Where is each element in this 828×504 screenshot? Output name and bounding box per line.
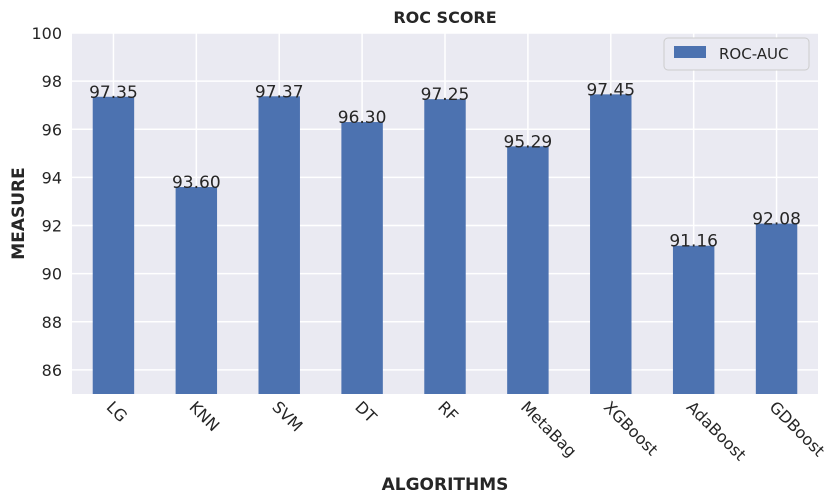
x-axis-title: ALGORITHMS: [382, 475, 509, 495]
x-tick-label-rf: RF: [434, 397, 462, 425]
y-tick-label: 100: [31, 24, 62, 43]
x-axis-ticks: LG KNN SVM DT RF MetaBag XGBoost AdaBoost GDBoos…: [103, 397, 828, 464]
bar-rf: [424, 99, 466, 394]
y-tick-label: 98: [42, 72, 62, 91]
data-label-rf: 97.25: [421, 85, 470, 105]
data-label-lg: 97.35: [89, 83, 138, 103]
data-label-dt: 96.30: [338, 108, 387, 128]
bar-lg: [92, 96, 135, 394]
x-tick-label-knn: KNN: [186, 397, 224, 435]
y-tick-label: 86: [42, 361, 62, 380]
y-axis-title: MEASURE: [9, 167, 29, 259]
y-tick-label: 94: [42, 168, 62, 187]
chart-title: ROC SCORE: [393, 8, 496, 27]
data-label-svm: 97.37: [255, 82, 304, 102]
data-labels: 97.35 93.60 97.37 96.30 97.25 95.29 97.45 91.16…: [89, 80, 801, 251]
data-label-xgboost: 97.45: [586, 80, 635, 100]
bar-svm: [258, 96, 300, 394]
data-label-adaboost: 91.16: [669, 232, 718, 252]
y-tick-label: 96: [42, 120, 62, 139]
x-tick-label-adaboost: AdaBoost: [683, 397, 750, 464]
x-tick-label-metabag: MetaBag: [517, 397, 580, 460]
bar-gdboost: [755, 223, 798, 394]
y-axis-ticks: 86 88 90 92 94 96 98 100: [31, 24, 62, 380]
x-tick-label-gdboost: GDBoost: [766, 397, 828, 460]
legend-entry-roc-auc: ROC-AUC: [719, 45, 789, 63]
y-tick-label: 90: [42, 265, 62, 284]
x-tick-label-svm: SVM: [268, 397, 306, 435]
y-tick-label: 88: [42, 313, 62, 332]
bar-xgboost: [590, 94, 632, 395]
bar-metabag: [507, 146, 549, 394]
y-tick-label: 92: [42, 217, 62, 236]
bars: [92, 94, 798, 395]
bar-knn: [175, 187, 218, 394]
data-label-gdboost: 92.08: [752, 210, 801, 230]
x-tick-label-lg: LG: [103, 397, 132, 426]
data-label-metabag: 95.29: [504, 132, 553, 152]
data-label-knn: 93.60: [172, 173, 221, 193]
x-tick-label-dt: DT: [351, 397, 380, 426]
legend: ROC-AUC: [663, 37, 810, 71]
bar-adaboost: [672, 245, 715, 394]
legend-swatch: [674, 46, 706, 58]
x-tick-label-xgboost: XGBoost: [600, 397, 662, 459]
bar-dt: [341, 122, 383, 395]
